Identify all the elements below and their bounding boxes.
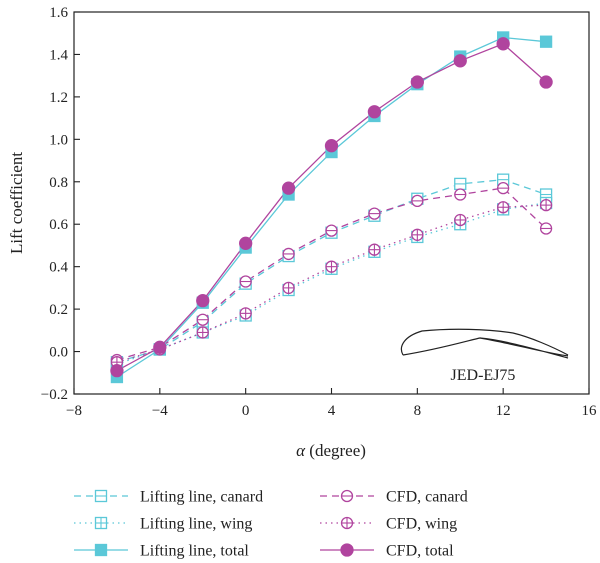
x-tick-label: −8 — [66, 403, 82, 419]
data-point — [324, 139, 339, 153]
y-tick-label: 0.8 — [49, 175, 68, 191]
y-tick-label: 0.0 — [49, 345, 68, 361]
data-point — [539, 75, 553, 89]
data-point — [496, 37, 510, 51]
airfoil-sketch — [400, 328, 569, 359]
data-point — [110, 364, 124, 378]
y-tick-label: 1.6 — [49, 5, 68, 21]
data-point — [239, 236, 253, 250]
x-tick-label: 0 — [242, 403, 250, 419]
y-tick-label: 1.4 — [49, 47, 68, 63]
legend-label: Lifting line, canard — [140, 489, 263, 506]
axis-tick-labels: −8 −4 0 4 8 12 16 −0.2 0.0 0.2 0.4 0.6 0.8 1.0 1.2 1.4 1… — [41, 5, 597, 419]
y-tick-label: 1.2 — [49, 90, 68, 106]
y-tick-label: 0.4 — [49, 260, 68, 276]
series-2 — [116, 36, 547, 378]
axis-ticks — [73, 11, 590, 395]
series-line-5 — [116, 43, 547, 372]
x-tick-label: 16 — [582, 403, 598, 419]
legend-label: CFD, canard — [386, 489, 468, 506]
legend-item-3: CFD, canard — [320, 489, 468, 506]
series-markers-5 — [110, 37, 553, 378]
legend-label: Lifting line, total — [140, 543, 249, 560]
legend-label: Lifting line, wing — [140, 516, 252, 533]
series-markers-1 — [110, 196, 553, 371]
plot-marks — [110, 31, 553, 384]
y-tick-label: 0.2 — [49, 302, 68, 318]
airfoil-label: JED-EJ75 — [451, 367, 516, 384]
x-tick-label: −4 — [152, 403, 168, 419]
x-axis-title: α (degree) — [296, 441, 366, 460]
x-tick-label: 4 — [328, 403, 336, 419]
x-tick-label: 12 — [496, 403, 511, 419]
legend-label: CFD, total — [386, 543, 454, 560]
legend-item-2: Lifting line, total — [74, 543, 249, 560]
legend-item-4: CFD, wing — [320, 516, 457, 533]
series-5 — [116, 43, 547, 372]
airfoil-annotation: JED-EJ75 — [400, 328, 569, 384]
series-line-2 — [116, 36, 547, 378]
legend: Lifting line, canard Lifting line, wing Li… — [74, 489, 468, 560]
y-axis-title: Lift coefficient — [7, 152, 26, 254]
y-tick-label: −0.2 — [41, 387, 68, 403]
y-tick-label: 0.6 — [49, 217, 68, 233]
data-point — [367, 105, 382, 119]
legend-swatch-marker — [340, 543, 354, 557]
data-point — [281, 181, 296, 195]
legend-label: CFD, wing — [386, 516, 457, 533]
legend-swatch-marker — [94, 543, 108, 557]
x-axis-symbol: α — [296, 441, 306, 460]
data-point — [410, 75, 424, 89]
data-point — [539, 35, 553, 48]
data-point — [453, 54, 467, 68]
legend-item-5: CFD, total — [320, 543, 454, 560]
plot-frame — [73, 11, 590, 395]
legend-item-1: Lifting line, wing — [74, 516, 252, 533]
data-point — [196, 293, 210, 308]
data-point — [153, 340, 167, 354]
x-tick-label: 8 — [414, 403, 422, 419]
y-tick-label: 1.0 — [49, 132, 68, 148]
x-axis-unit: (degree) — [305, 441, 366, 460]
legend-item-0: Lifting line, canard — [74, 489, 263, 506]
